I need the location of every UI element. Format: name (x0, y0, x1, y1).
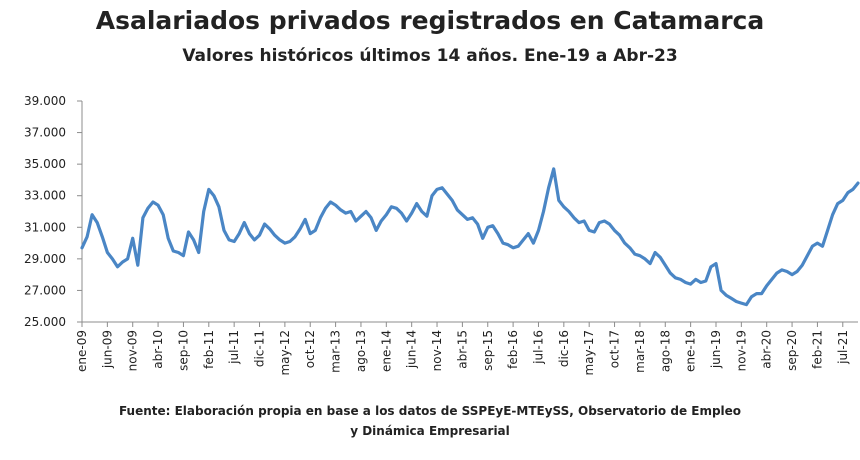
series-line (80, 167, 860, 307)
y-tick-label: 31.000 (24, 220, 66, 234)
x-tick-label: mar-18 (633, 330, 647, 373)
x-tick-label: abr-10 (151, 330, 165, 369)
x-tick-label: oct-12 (303, 330, 317, 368)
x-tick-label: sep-15 (481, 330, 495, 371)
source-note-line-2: y Dinámica Empresarial (350, 424, 510, 438)
x-tick-label: abr-20 (760, 330, 774, 369)
x-tick-label: dic-16 (557, 330, 571, 367)
x-tick-label: ene-09 (75, 330, 89, 372)
x-tick-label: jun-14 (405, 330, 419, 369)
x-tick-label: ene-14 (379, 330, 393, 372)
y-tick-label: 29.000 (24, 252, 66, 266)
x-tick-label: ago-13 (354, 330, 368, 372)
y-tick-label: 25.000 (24, 315, 66, 329)
x-tick-label: nov-19 (734, 330, 748, 371)
x-tick-label: nov-14 (430, 330, 444, 371)
x-tick-label: abr-15 (455, 330, 469, 369)
source-note-line-1: Fuente: Elaboración propia en base a los… (118, 404, 742, 418)
chart-subtitle: Valores históricos últimos 14 años. Ene-… (182, 46, 678, 66)
x-tick-label: feb-16 (506, 330, 520, 369)
x-tick-label: jun-19 (709, 330, 723, 369)
chart-title: Asalariados privados registrados en Cata… (95, 6, 765, 35)
x-tick-label: nov-09 (126, 330, 140, 371)
y-tick-label: 33.000 (24, 189, 66, 203)
x-axis: ene-09 jun-09 nov-09 abr-10 sep-10 feb-11 jul-… (75, 321, 858, 376)
x-tick-label: mar-13 (329, 330, 343, 373)
x-tick-label: ene-19 (684, 330, 698, 372)
x-tick-label: ago-18 (658, 330, 672, 372)
y-tick-label: 35.000 (24, 157, 66, 171)
y-tick-label: 39.000 (24, 94, 66, 108)
x-tick-label: sep-20 (785, 330, 799, 371)
x-tick-label: jul-16 (531, 330, 545, 365)
x-tick-label: jun-09 (100, 330, 114, 369)
x-tick-label: feb-21 (810, 330, 824, 369)
y-tick-label: 37.000 (24, 126, 66, 140)
x-tick-label: oct-17 (608, 330, 622, 368)
x-tick-label: may-12 (278, 330, 292, 376)
y-tick-label: 27.000 (24, 283, 66, 297)
x-tick-label: feb-11 (202, 330, 216, 369)
x-tick-label: jul-11 (227, 330, 241, 365)
x-tick-label: dic-11 (253, 330, 267, 367)
series (80, 167, 860, 307)
line-chart: 25.000 27.000 29.000 31.000 33.000 35.000 37.0… (24, 94, 860, 376)
y-axis: 25.000 27.000 29.000 31.000 33.000 35.000 37.0… (24, 94, 83, 329)
x-tick-label: jul-21 (836, 330, 850, 365)
x-tick-label: sep-10 (176, 330, 190, 371)
x-tick-label: may-17 (582, 330, 596, 376)
